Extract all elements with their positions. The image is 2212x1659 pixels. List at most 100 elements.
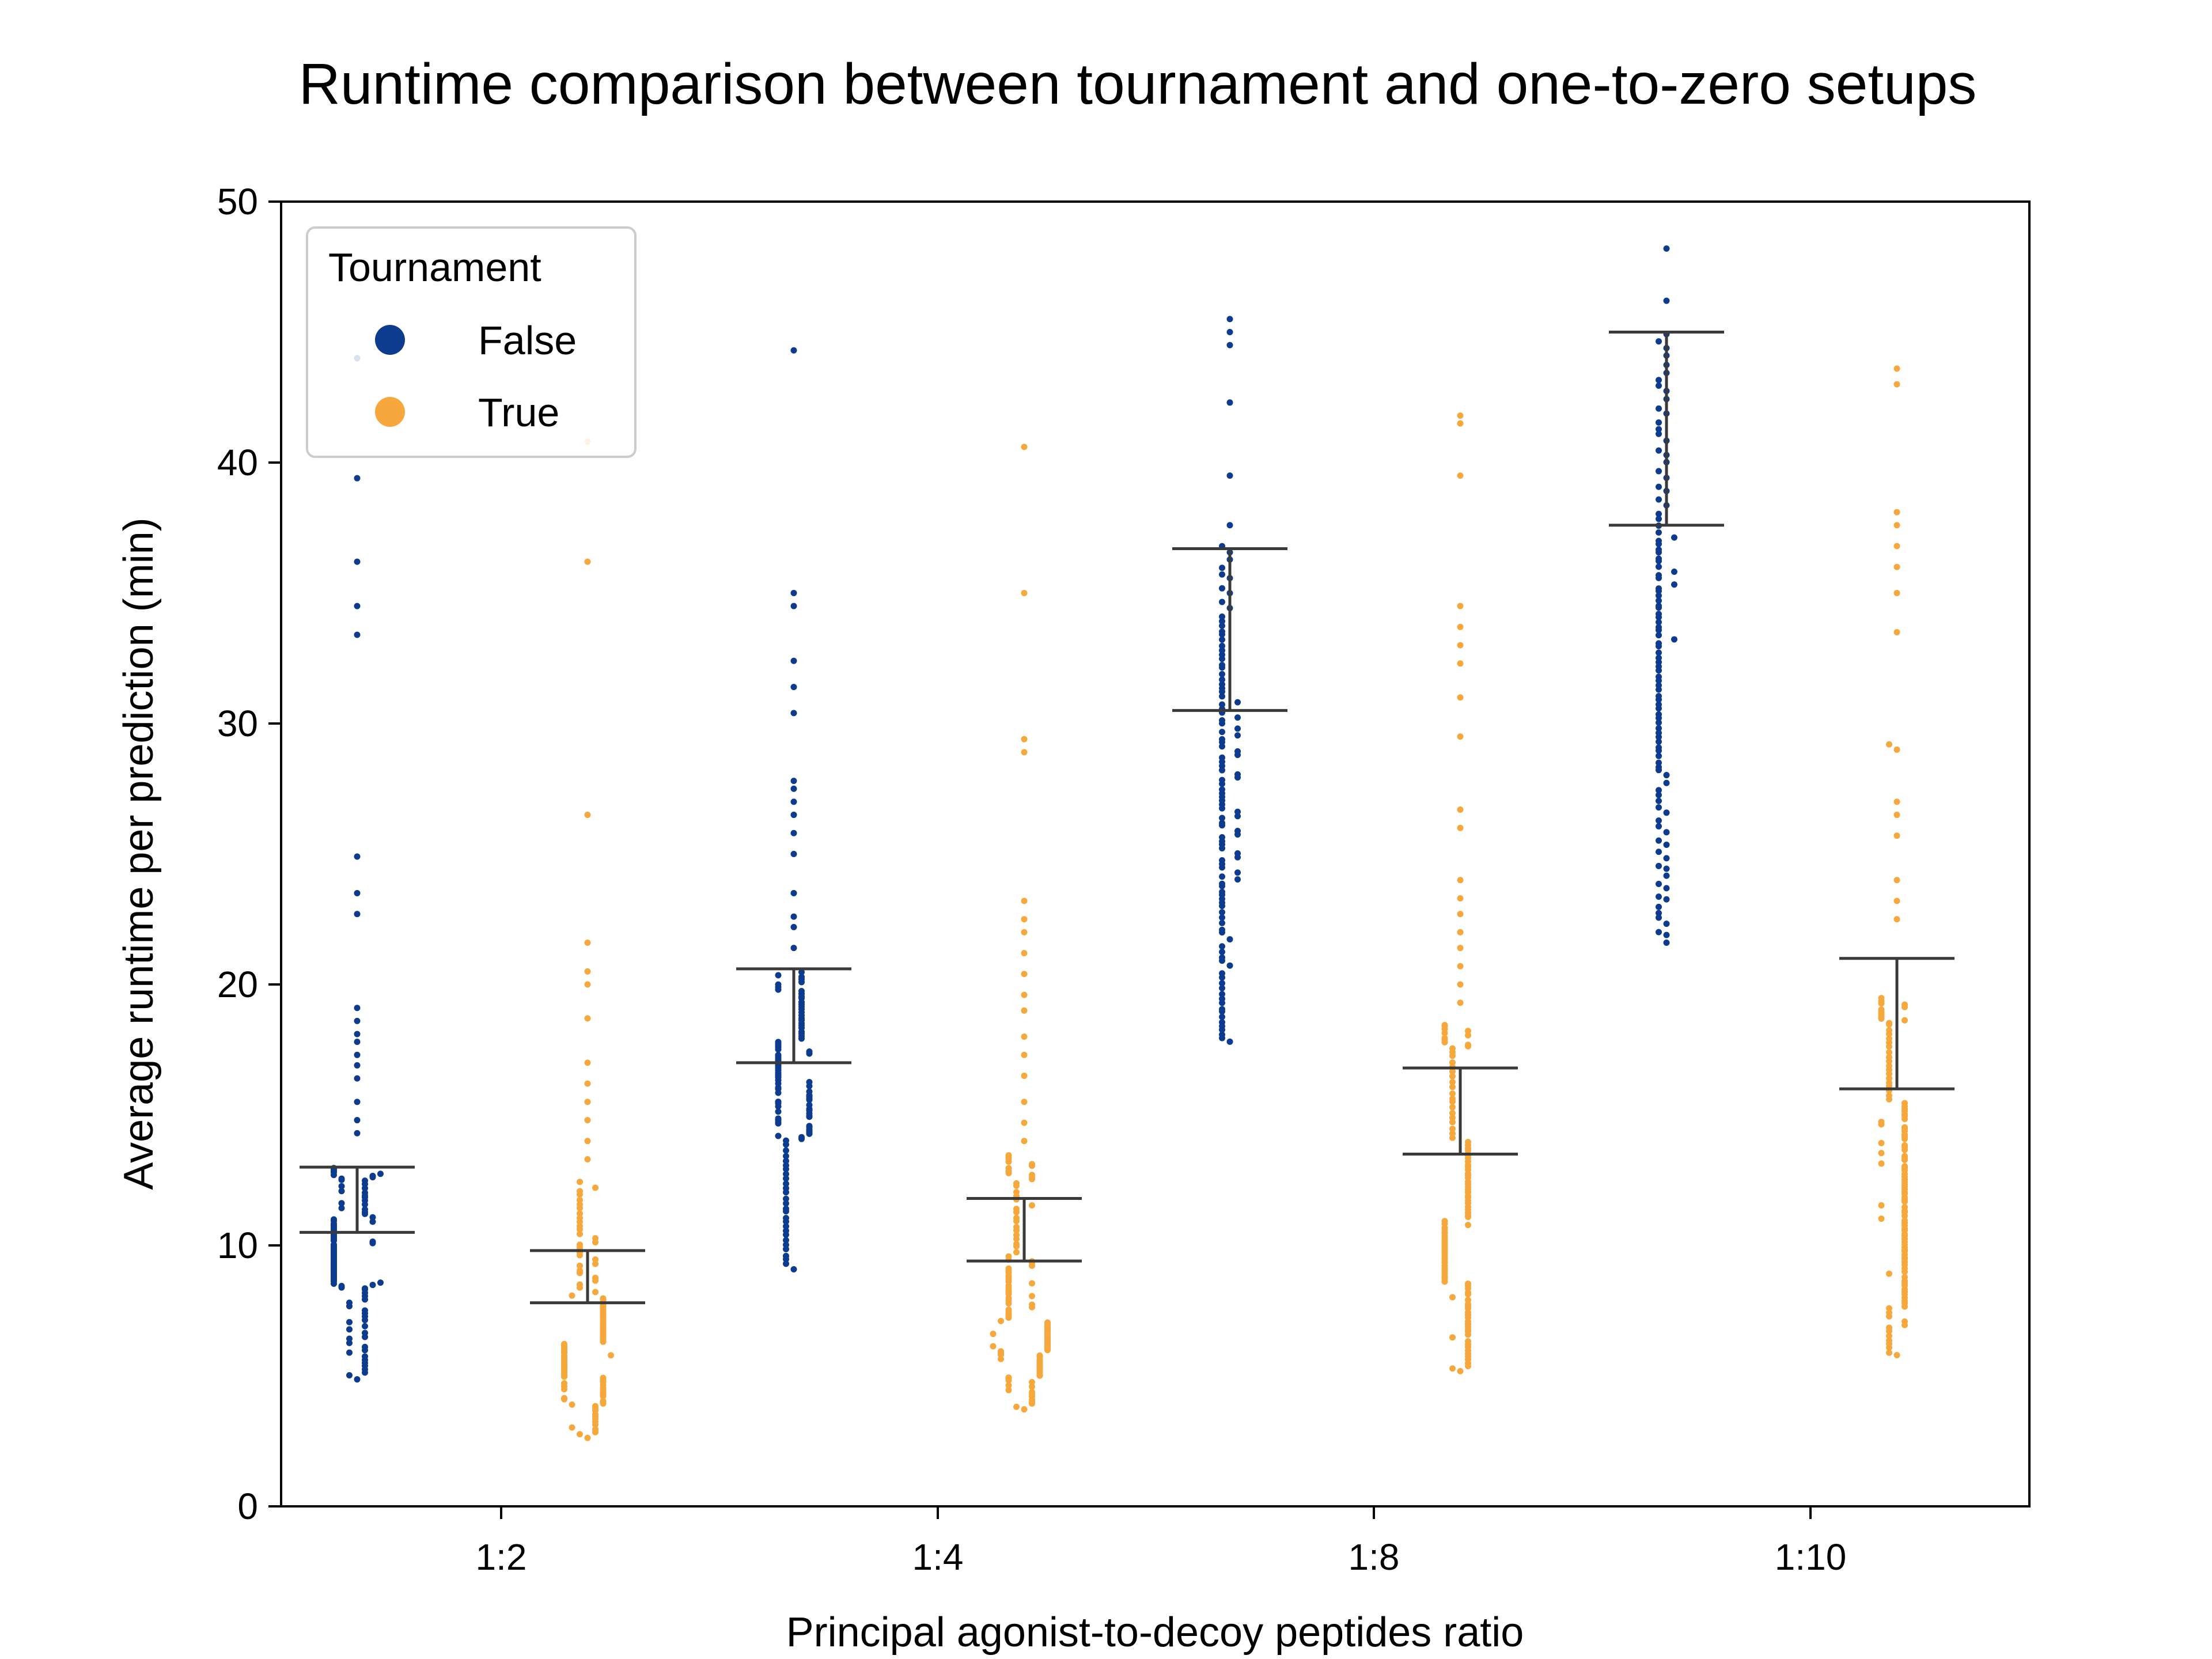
data-point: [1219, 693, 1225, 700]
data-point: [1893, 1352, 1900, 1359]
data-point: [1021, 929, 1028, 935]
data-point: [346, 1372, 353, 1379]
data-point: [1878, 1160, 1885, 1167]
data-point: [1219, 834, 1225, 841]
data-point: [1656, 537, 1662, 544]
data-point: [369, 1214, 376, 1221]
summary-lines: [300, 331, 1955, 1305]
data-point: [1656, 914, 1662, 921]
data-point: [1465, 1280, 1471, 1287]
data-point: [1656, 555, 1662, 562]
data-point: [577, 1431, 583, 1438]
data-point: [1656, 663, 1662, 670]
data-point: [790, 889, 797, 896]
data-point: [1219, 949, 1225, 956]
data-point: [1893, 628, 1900, 635]
data-point: [1663, 779, 1670, 786]
chart-title: Runtime comparison between tournament an…: [299, 52, 1977, 116]
data-point: [1219, 880, 1225, 887]
data-point: [1219, 729, 1225, 736]
data-point: [1029, 1378, 1035, 1385]
data-point: [790, 657, 797, 664]
data-point: [1656, 611, 1662, 618]
data-point: [1656, 729, 1662, 736]
data-point: [990, 1331, 997, 1338]
data-point: [1449, 1068, 1456, 1075]
data-point: [783, 1162, 789, 1169]
data-point: [1219, 909, 1225, 916]
data-point: [1457, 694, 1464, 701]
data-point: [1029, 1389, 1035, 1396]
data-point: [1013, 1403, 1020, 1410]
data-point: [1671, 534, 1677, 541]
data-point: [1449, 1334, 1456, 1341]
data-point: [790, 684, 797, 691]
x-tick-label: 1:10: [1775, 1536, 1847, 1578]
data-point: [1234, 732, 1241, 739]
data-point: [1656, 382, 1662, 389]
data-point: [1449, 1114, 1456, 1121]
data-point: [1219, 681, 1225, 688]
data-point: [783, 1214, 789, 1221]
data-point: [1219, 671, 1225, 677]
legend-label-true: True: [478, 390, 559, 435]
data-point: [790, 785, 797, 792]
data-point: [1005, 1382, 1012, 1389]
data-point: [1219, 786, 1225, 793]
data-point: [783, 1180, 789, 1187]
data-point: [1671, 581, 1677, 588]
data-point: [1234, 813, 1241, 820]
data-point: [584, 981, 591, 988]
data-point: [584, 1059, 591, 1066]
data-point: [600, 1295, 607, 1302]
data-point: [1886, 1324, 1892, 1331]
data-point: [1029, 1383, 1035, 1390]
data-points: [331, 245, 1908, 1441]
data-point: [1457, 412, 1464, 419]
data-point: [1449, 1104, 1456, 1111]
data-point: [1656, 752, 1662, 759]
data-point: [798, 1134, 805, 1141]
data-point: [1886, 1337, 1892, 1344]
data-point: [1005, 1306, 1012, 1313]
y-tick-label: 50: [217, 181, 258, 222]
data-point: [790, 590, 797, 596]
data-point: [1656, 619, 1662, 626]
data-point: [1656, 496, 1662, 503]
data-point: [1656, 572, 1662, 579]
data-point: [362, 1330, 368, 1336]
y-tick-label: 40: [217, 442, 258, 483]
data-point: [790, 945, 797, 952]
data-point: [1441, 1022, 1448, 1029]
data-point: [783, 1223, 789, 1230]
data-point: [362, 1353, 368, 1360]
data-point: [790, 830, 797, 836]
data-point: [1013, 1206, 1020, 1213]
data-point: [1878, 1119, 1885, 1126]
data-point: [1219, 954, 1225, 961]
data-point: [1457, 642, 1464, 649]
y-tick-label: 0: [237, 1486, 258, 1527]
data-point: [577, 1210, 583, 1217]
data-point: [1226, 329, 1233, 335]
data-point: [1021, 590, 1028, 596]
data-point: [1893, 509, 1900, 516]
data-point: [1656, 673, 1662, 680]
x-axis: 1:2 1:4 1:8 1:10: [476, 1506, 1847, 1578]
data-point: [584, 558, 591, 565]
data-point: [806, 1123, 813, 1130]
data-point: [1902, 1217, 1908, 1224]
swarm-group: [1878, 365, 1908, 1359]
data-point: [1219, 820, 1225, 827]
data-point: [1893, 543, 1900, 550]
data-point: [354, 475, 361, 482]
data-point: [1219, 984, 1225, 991]
data-point: [1656, 649, 1662, 656]
data-point: [1013, 1224, 1020, 1230]
data-point: [1219, 1031, 1225, 1038]
data-point: [561, 1380, 567, 1387]
data-point: [1671, 569, 1677, 575]
data-point: [1878, 1202, 1885, 1209]
data-point: [608, 1352, 614, 1359]
data-point: [354, 1051, 361, 1058]
